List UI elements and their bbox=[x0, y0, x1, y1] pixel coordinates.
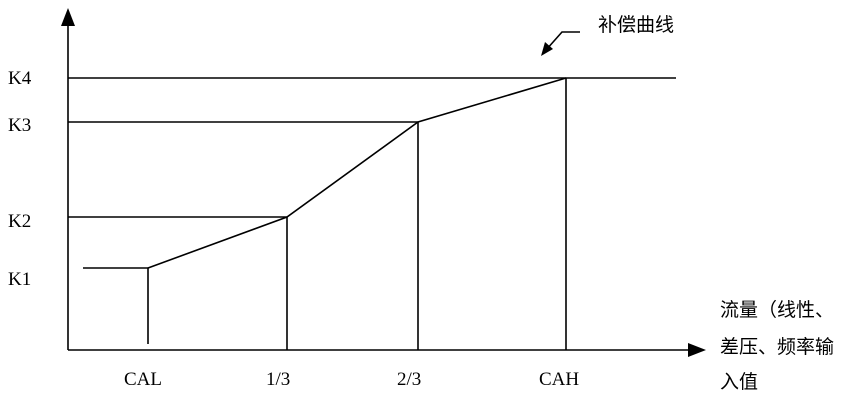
curve-label: 补偿曲线 bbox=[598, 14, 674, 36]
y-label-k2: K2 bbox=[8, 211, 31, 232]
curve-label-pointer bbox=[545, 31, 580, 51]
y-label-k1: K1 bbox=[8, 269, 31, 290]
x-label-two-thirds: 2/3 bbox=[397, 369, 421, 390]
x-axis-title-line-3: 入值 bbox=[720, 371, 758, 393]
y-axis-arrow bbox=[61, 8, 75, 26]
compensation-curve bbox=[147, 77, 567, 269]
x-label-one-third: 1/3 bbox=[266, 369, 290, 390]
y-label-k3: K3 bbox=[8, 115, 31, 136]
y-label-k4: K4 bbox=[8, 68, 32, 89]
x-axis-title-line-2: 差压、频率输 bbox=[720, 336, 834, 358]
x-label-cal: CAL bbox=[124, 369, 162, 390]
x-axis-title-line-1: 流量（线性、 bbox=[720, 299, 834, 321]
x-axis-arrow bbox=[688, 343, 706, 357]
curve-label-pointer-arrowhead bbox=[541, 42, 553, 56]
x-label-cah: CAH bbox=[539, 369, 579, 390]
